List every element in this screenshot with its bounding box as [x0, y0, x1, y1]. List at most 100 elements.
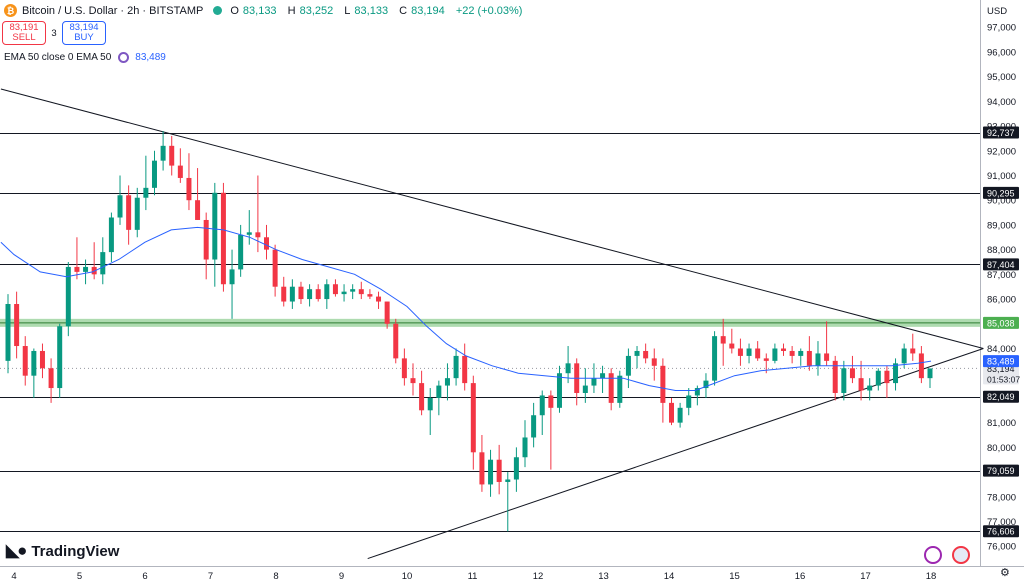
candle — [212, 182, 218, 287]
candle — [617, 370, 623, 408]
candle — [832, 355, 838, 401]
candle — [470, 375, 476, 470]
time-tick-label: 14 — [664, 571, 675, 582]
ohlc-legend: O 83,133 H 83,252 L 83,133 C 83,194 +22 (+0.… — [230, 4, 523, 17]
candle-body — [668, 402, 674, 423]
candle — [281, 276, 287, 307]
price-tick-label: 86,000 — [987, 295, 1016, 306]
candle-body — [901, 348, 907, 364]
candle-body — [832, 360, 838, 393]
time-tick-label: 12 — [533, 571, 544, 582]
candle-body — [367, 294, 373, 297]
high-value: 83,252 — [299, 4, 334, 17]
ema-50-line — [0, 226, 932, 391]
candle — [574, 358, 580, 406]
price-tick-label: 97,000 — [987, 23, 1016, 34]
price-tick-label: 76,000 — [987, 542, 1016, 553]
candle-body — [108, 217, 114, 253]
ema-tag-bg — [983, 355, 1019, 368]
candle-body — [22, 346, 28, 376]
candle — [307, 284, 313, 307]
level-tag-label: 76,606 — [987, 527, 1015, 537]
candle — [203, 212, 209, 280]
candle — [419, 370, 425, 416]
candle-body — [479, 452, 485, 485]
candle-body — [117, 195, 123, 218]
candle — [893, 358, 899, 391]
candle — [522, 420, 528, 468]
candle-body — [841, 368, 847, 393]
candle — [505, 472, 511, 532]
candle — [746, 343, 752, 364]
currency-label[interactable]: USD — [987, 6, 1008, 17]
candle — [169, 135, 175, 176]
candle — [789, 346, 795, 364]
candle — [332, 279, 338, 297]
candle-body — [307, 289, 313, 300]
candle-body — [186, 177, 192, 201]
candle — [315, 284, 321, 302]
candle — [57, 323, 63, 398]
price-tick-label: 78,000 — [987, 492, 1016, 503]
price-tick-label: 92,000 — [987, 146, 1016, 157]
level-tag-bg — [983, 464, 1019, 477]
candle — [436, 380, 442, 416]
candle-body — [220, 192, 226, 285]
loading-icon — [118, 52, 130, 63]
candle — [367, 289, 373, 300]
candle-body — [677, 407, 683, 423]
candle-body — [134, 197, 140, 230]
time-tick-label: 11 — [468, 571, 478, 582]
candle-body — [350, 289, 356, 292]
candle — [134, 187, 140, 238]
candle — [358, 281, 364, 300]
level-tag-label: 87,404 — [987, 260, 1015, 270]
candle-body — [393, 323, 399, 359]
flag-icon[interactable] — [952, 546, 970, 564]
candle — [376, 291, 382, 309]
alert-icon[interactable] — [924, 546, 942, 564]
price-tick-label: 94,000 — [987, 97, 1016, 108]
sell-button[interactable]: 83,191 SELL — [2, 21, 46, 45]
time-tick-label: 7 — [208, 571, 213, 582]
indicator-legend[interactable]: EMA 50 close 0 EMA 50 83,489 — [4, 52, 166, 63]
candle-body — [703, 380, 709, 389]
candle — [858, 360, 864, 401]
candle — [255, 175, 261, 253]
support-tag-label: 85,038 — [987, 318, 1015, 328]
time-tick-label: 9 — [339, 571, 344, 582]
candle — [651, 348, 657, 381]
candle-body — [195, 200, 201, 220]
price-tick-label: 88,000 — [987, 245, 1016, 256]
candle-body — [229, 269, 235, 285]
level-tag-bg — [983, 186, 1019, 199]
candle-body — [755, 348, 761, 359]
level-tag-bg — [983, 390, 1019, 403]
candle-body — [927, 368, 933, 379]
candle — [186, 153, 192, 211]
candle — [91, 242, 97, 280]
candle-body — [324, 284, 330, 300]
time-tick-label: 17 — [860, 571, 871, 582]
buy-price: 83,194 — [69, 22, 99, 33]
buy-button[interactable]: 83,194 BUY — [62, 21, 106, 45]
candle — [393, 318, 399, 364]
tradingview-logo[interactable]: ◣● TradingView — [6, 541, 119, 561]
price-tick-label: 89,000 — [987, 220, 1016, 231]
candle — [798, 348, 804, 366]
candle-body — [763, 358, 769, 361]
candle-body — [539, 395, 545, 416]
candle — [410, 363, 416, 396]
candle-body — [565, 363, 571, 374]
time-tick-label: 4 — [11, 571, 16, 582]
candle — [565, 346, 571, 384]
candle — [100, 237, 106, 285]
last-price-tag-bg — [983, 362, 1019, 385]
indicator-label: EMA 50 close 0 EMA 50 — [4, 52, 112, 63]
candle-body — [376, 296, 382, 302]
settings-gear-icon[interactable]: ⚙ — [1000, 567, 1010, 579]
symbol-title[interactable]: Bitcoin / U.S. Dollar · 2h · BITSTAMP — [22, 4, 204, 17]
candle-body — [737, 348, 743, 356]
candle-body — [31, 350, 37, 376]
